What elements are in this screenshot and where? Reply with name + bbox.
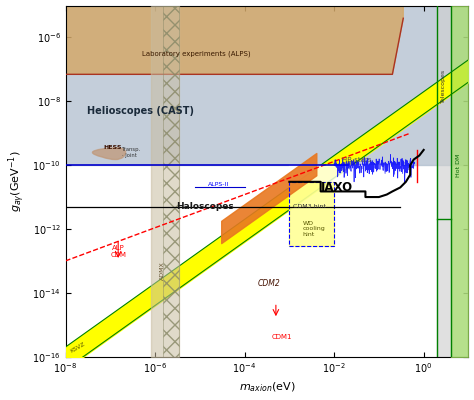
Text: Haloscopes: Haloscopes	[176, 202, 234, 211]
Text: IAXO: IAXO	[320, 181, 353, 194]
Text: CDM3 hint: CDM3 hint	[293, 204, 326, 209]
Text: ADMX: ADMX	[160, 261, 165, 280]
Text: Transp.
· Joint: Transp. · Joint	[122, 147, 141, 158]
Text: Helioscopes (CAST): Helioscopes (CAST)	[87, 106, 194, 116]
Y-axis label: $g_{a\gamma}$(GeV$^{-1}$): $g_{a\gamma}$(GeV$^{-1}$)	[6, 150, 27, 212]
Text: ALPS-II: ALPS-II	[208, 182, 229, 187]
Text: KSVZ: KSVZ	[69, 342, 86, 354]
X-axis label: $m_{axion}$(eV): $m_{axion}$(eV)	[239, 381, 295, 394]
Text: WD
cooling
hint: WD cooling hint	[303, 221, 326, 237]
Text: CDM2: CDM2	[258, 279, 281, 288]
Polygon shape	[289, 165, 400, 214]
Text: Telescopes: Telescopes	[440, 69, 446, 103]
Text: HESS: HESS	[103, 145, 122, 150]
Text: ALP
CDM: ALP CDM	[110, 245, 126, 258]
Text: Laboratory experiments (ALPS): Laboratory experiments (ALPS)	[142, 51, 250, 58]
Text: HB stars: HB stars	[342, 156, 372, 162]
Polygon shape	[65, 6, 403, 74]
Polygon shape	[65, 6, 468, 165]
Polygon shape	[289, 182, 334, 246]
Ellipse shape	[92, 148, 126, 160]
Text: CDM1: CDM1	[272, 334, 292, 340]
Text: Hot DM: Hot DM	[456, 154, 461, 177]
